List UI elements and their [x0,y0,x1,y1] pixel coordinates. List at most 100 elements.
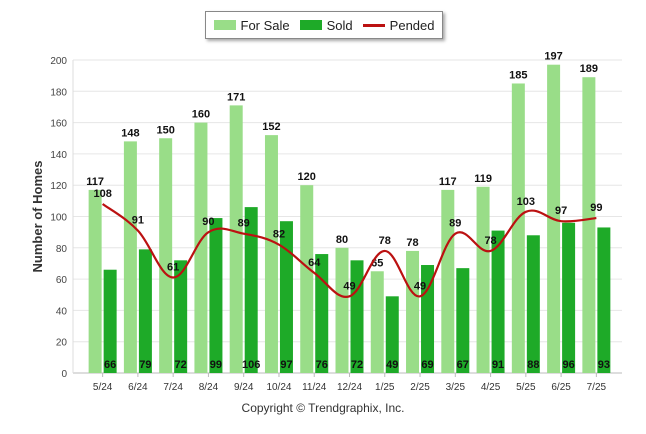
legend-swatch-pended [362,23,385,27]
y-tick-label: 20 [56,338,68,349]
data-label-sold: 88 [527,359,539,371]
x-tick-label: 2/25 [410,382,430,393]
data-label-for-sale: 117 [439,176,457,188]
y-axis-label: Number of Homes [30,161,45,273]
data-label-for-sale: 150 [156,124,174,136]
y-tick-label: 120 [50,181,67,192]
data-label-pended: 108 [93,188,111,200]
data-label-for-sale: 120 [298,171,316,183]
line-pended [101,203,597,298]
y-tick-label: 160 [50,119,67,130]
legend: For Sale Sold Pended [205,11,443,39]
y-tick-label: 100 [50,213,67,224]
data-label-pended: 91 [132,215,144,227]
data-label-pended: 49 [343,280,355,292]
legend-label-sold: Sold [326,17,353,33]
bar-for-sale [582,77,596,373]
data-label-sold: 99 [210,359,222,371]
data-label-for-sale: 197 [544,51,562,63]
data-label-sold: 91 [492,359,504,371]
data-label-pended: 99 [590,202,602,214]
bar-for-sale [511,83,525,373]
y-tick-label: 180 [50,87,67,98]
legend-swatch-sold [299,20,322,30]
x-tick-label: 8/24 [199,382,219,393]
x-tick-label: 9/24 [234,382,254,393]
data-label-pended: 97 [555,205,567,217]
bar-for-sale [194,122,208,373]
bar-for-sale [335,247,349,373]
data-label-sold: 66 [104,359,116,371]
bar-for-sale [123,141,137,373]
data-label-for-sale: 78 [406,237,418,249]
legend-item-for-sale: For Sale [213,17,290,33]
data-label-pended: 90 [202,216,214,228]
x-tick-label: 5/24 [93,382,113,393]
data-label-for-sale: 185 [509,69,527,81]
x-tick-label: 3/25 [446,382,466,393]
data-label-pended: 78 [379,235,391,247]
bar-for-sale [159,138,173,373]
data-label-sold: 97 [280,359,292,371]
bar-sold [174,260,188,373]
data-label-pended: 61 [167,262,179,274]
data-label-for-sale: 148 [121,127,139,139]
bar-sold [526,235,540,373]
data-label-sold: 72 [175,359,187,371]
bar-sold [315,254,329,373]
data-label-sold: 106 [242,359,260,371]
x-tick-label: 6/24 [128,382,148,393]
bar-sold [209,218,223,373]
legend-swatch-for-sale [213,20,236,30]
bar-sold [385,296,399,373]
data-label-pended: 89 [449,218,461,230]
copyright-footer: Copyright © Trendgraphix, Inc. [241,401,405,415]
bar-for-sale [300,185,314,373]
bar-sold [562,222,576,373]
bar-sold [279,221,293,373]
x-tick-label: 7/25 [587,382,607,393]
data-label-sold: 96 [562,359,574,371]
bar-sold [491,230,505,373]
data-label-sold: 79 [139,359,151,371]
x-tick-label: 4/25 [481,382,501,393]
data-label-for-sale: 189 [580,63,598,75]
bar-for-sale [88,189,102,373]
bar-sold [103,269,117,373]
bar-for-sale [229,105,243,373]
data-label-sold: 49 [386,359,398,371]
bar-sold [597,227,611,373]
data-label-for-sale: 160 [192,109,210,121]
x-tick-label: 7/24 [163,382,183,393]
data-label-for-sale: 80 [336,234,348,246]
x-tick-label: 1/25 [375,382,395,393]
y-tick-label: 200 [50,56,67,67]
legend-label-pended: Pended [389,17,435,33]
data-label-for-sale: 171 [227,91,245,103]
legend-item-pended: Pended [362,17,435,33]
data-label-pended: 89 [238,218,250,230]
bar-for-sale [264,135,278,373]
bar-sold [456,268,470,373]
bar-sold [350,260,364,373]
bar-for-sale [476,186,490,373]
data-label-pended: 78 [484,235,496,247]
data-label-sold: 69 [421,359,433,371]
data-label-for-sale: 152 [262,121,280,133]
data-label-sold: 72 [351,359,363,371]
data-label-pended: 64 [308,257,321,269]
y-tick-label: 0 [61,369,67,380]
data-label-for-sale: 117 [86,176,104,188]
data-label-pended: 49 [414,280,426,292]
y-tick-label: 60 [56,275,68,286]
data-label-for-sale: 119 [474,173,492,185]
bar-sold [138,249,152,373]
x-tick-label: 10/24 [266,382,291,393]
y-tick-label: 140 [50,150,67,161]
legend-label-for-sale: For Sale [240,17,290,33]
data-label-sold: 76 [316,359,328,371]
data-label-pended: 82 [273,229,285,241]
bar-for-sale [370,271,384,373]
